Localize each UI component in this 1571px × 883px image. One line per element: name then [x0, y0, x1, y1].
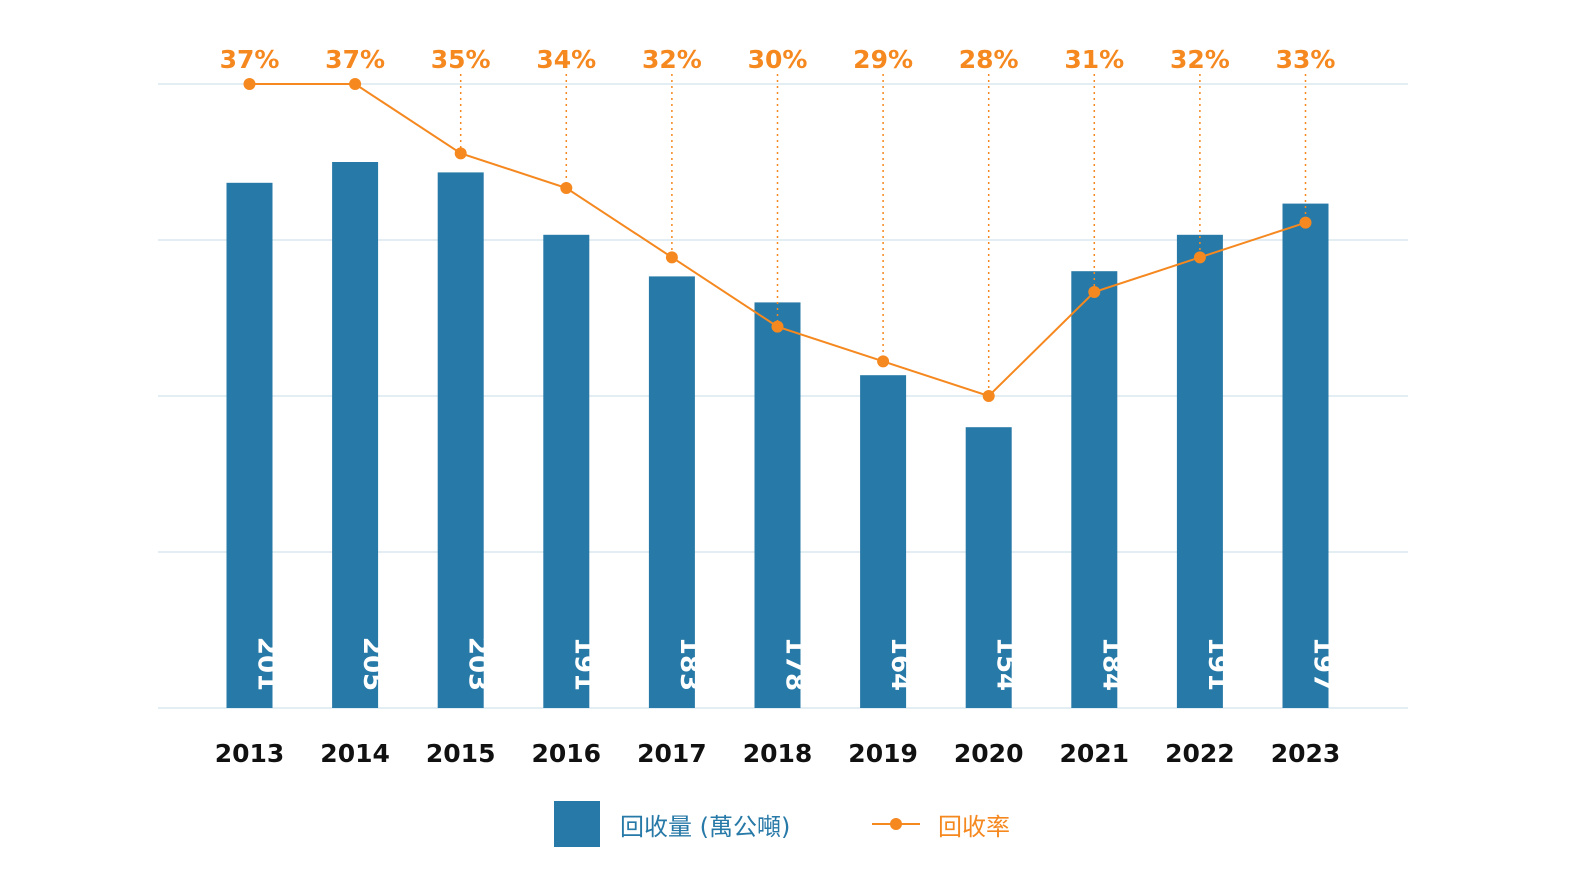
rate-point — [1088, 286, 1101, 298]
bar-value-label: 178 — [780, 637, 810, 691]
x-tick-label: 2015 — [426, 739, 496, 768]
rate-value-label: 37% — [220, 45, 280, 74]
rate-value-label: 37% — [325, 45, 385, 74]
combo-chart: 201 205 203 191 183 178 164 154 184 191 197 37% 37%… — [158, 45, 1408, 768]
x-tick-label: 2017 — [637, 739, 707, 768]
bar — [1176, 234, 1223, 709]
bar — [332, 162, 379, 708]
rate-value-label: 32% — [642, 45, 702, 74]
rate-point — [560, 182, 573, 194]
bar-value-label: 197 — [1308, 637, 1338, 691]
bar — [543, 234, 590, 709]
rate-point — [243, 78, 256, 90]
rate-value-label: 33% — [1276, 45, 1336, 74]
rate-point — [349, 78, 362, 90]
bar — [754, 302, 801, 708]
bar-value-label: 191 — [1202, 637, 1232, 691]
x-tick-label: 2019 — [848, 739, 918, 768]
legend: 回收量 (萬公噸) 回收率 — [0, 800, 1571, 848]
rate-guide-lines — [459, 74, 1307, 396]
rate-point — [454, 147, 467, 160]
bar — [648, 276, 695, 708]
x-tick-label: 2013 — [215, 739, 285, 768]
rate-value-label: 32% — [1170, 45, 1230, 74]
legend-bar-label: 回收量 (萬公噸) — [620, 812, 791, 841]
bar-value-label: 154 — [991, 637, 1021, 691]
rate-value-label: 31% — [1064, 45, 1124, 74]
bar — [1071, 271, 1118, 708]
rate-value-label: 34% — [536, 45, 596, 74]
rate-point — [665, 251, 678, 264]
bar-value-label: 191 — [568, 637, 598, 691]
x-tick-label: 2016 — [532, 739, 602, 768]
rate-line-series: 37% 37% 35% 34% 32% 30% 29% 28% 31% 32% 33% — [220, 45, 1336, 402]
x-axis-tick-labels: 2013 2014 2015 2016 2017 2018 2019 2020 2021 2022… — [215, 739, 1341, 768]
rate-point — [1299, 216, 1312, 229]
x-tick-label: 2022 — [1165, 739, 1235, 768]
rate-point — [771, 320, 784, 333]
legend-line-label: 回收率 — [938, 812, 1010, 841]
rate-point — [1193, 251, 1206, 264]
rate-point — [982, 390, 995, 402]
bar-value-label: 164 — [885, 637, 915, 691]
rate-value-label: 35% — [431, 45, 491, 74]
legend-line-swatch — [872, 801, 920, 847]
x-tick-label: 2023 — [1271, 739, 1341, 768]
bar — [965, 427, 1012, 708]
bar-value-label: 201 — [252, 637, 282, 691]
bar-value-label: 205 — [357, 637, 387, 691]
bar-series: 201 205 203 191 183 178 164 154 184 191 197 — [226, 162, 1338, 709]
legend-item-bars: 回收量 (萬公噸) — [554, 800, 790, 848]
x-tick-label: 2021 — [1060, 739, 1130, 768]
legend-item-line: 回收率 — [872, 800, 1010, 848]
x-tick-label: 2020 — [954, 739, 1024, 768]
bar — [437, 172, 484, 708]
legend-bar-swatch — [554, 801, 600, 847]
bar — [1282, 203, 1329, 708]
rate-value-label: 30% — [748, 45, 808, 74]
x-tick-label: 2018 — [743, 739, 813, 768]
bar-value-label: 203 — [463, 637, 493, 691]
rate-point — [877, 355, 890, 368]
bar-value-label: 184 — [1096, 637, 1126, 691]
bar-value-label: 183 — [674, 637, 704, 691]
bar — [226, 182, 273, 709]
rate-value-label: 29% — [853, 45, 913, 74]
rate-value-label: 28% — [959, 45, 1019, 74]
bar — [860, 375, 907, 708]
x-tick-label: 2014 — [320, 739, 390, 768]
